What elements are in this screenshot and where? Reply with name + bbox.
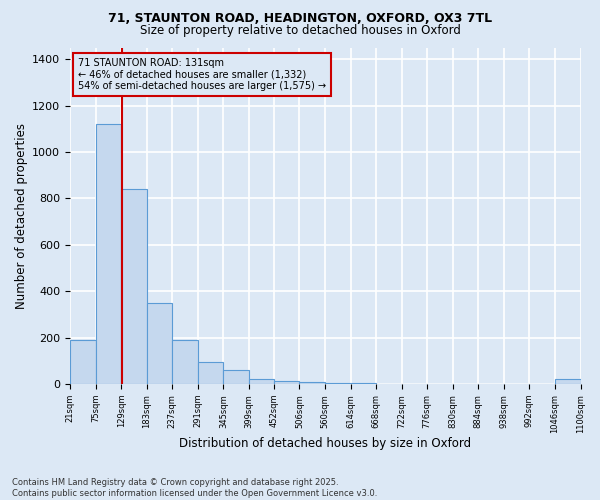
Bar [172, 340, 198, 384]
Bar [274, 380, 299, 384]
Bar [95, 124, 121, 384]
Text: Size of property relative to detached houses in Oxford: Size of property relative to detached ho… [140, 24, 460, 37]
Bar [121, 189, 146, 384]
Bar [146, 303, 172, 384]
Text: 71, STAUNTON ROAD, HEADINGTON, OXFORD, OX3 7TL: 71, STAUNTON ROAD, HEADINGTON, OXFORD, O… [108, 12, 492, 26]
Bar [555, 380, 581, 384]
Bar [299, 382, 325, 384]
Text: Contains HM Land Registry data © Crown copyright and database right 2025.
Contai: Contains HM Land Registry data © Crown c… [12, 478, 377, 498]
Bar [198, 362, 223, 384]
Bar [249, 380, 274, 384]
Bar [223, 370, 249, 384]
Bar [70, 340, 95, 384]
X-axis label: Distribution of detached houses by size in Oxford: Distribution of detached houses by size … [179, 437, 472, 450]
Bar [325, 383, 350, 384]
Y-axis label: Number of detached properties: Number of detached properties [15, 123, 28, 309]
Text: 71 STAUNTON ROAD: 131sqm
← 46% of detached houses are smaller (1,332)
54% of sem: 71 STAUNTON ROAD: 131sqm ← 46% of detach… [77, 58, 326, 91]
